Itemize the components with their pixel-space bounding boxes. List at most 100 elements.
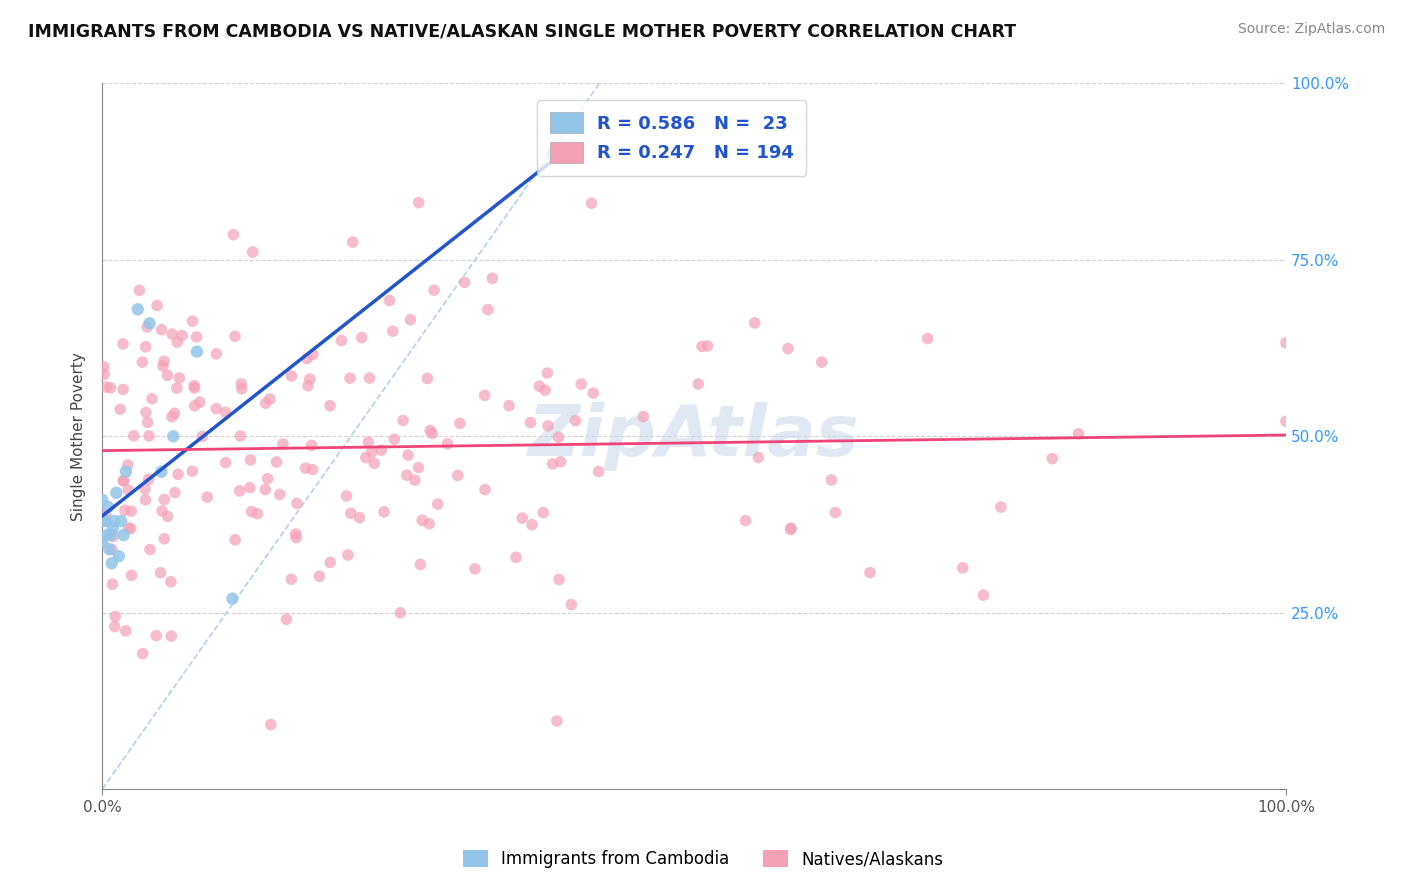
Point: [108, 402, 131, 417]
Point: [100, 528, 122, 542]
Point: [111, 337, 134, 351]
Point: [183, 381, 205, 395]
Point: [138, 472, 160, 486]
Point: [474, 388, 496, 402]
Point: [94, 514, 117, 528]
Point: [115, 465, 138, 479]
Point: [91, 514, 114, 528]
Point: [135, 405, 157, 419]
Point: [256, 472, 278, 486]
Point: [541, 147, 564, 161]
Point: [633, 409, 655, 424]
Point: [97, 500, 120, 514]
Point: [363, 456, 385, 470]
Point: [260, 717, 283, 731]
Point: [107, 549, 129, 564]
Point: [224, 329, 246, 343]
Point: [110, 514, 132, 528]
Point: [990, 500, 1012, 514]
Point: [112, 383, 135, 397]
Point: [359, 371, 381, 385]
Point: [246, 507, 269, 521]
Point: [381, 324, 404, 338]
Point: [205, 347, 228, 361]
Point: [222, 227, 245, 242]
Point: [498, 399, 520, 413]
Point: [917, 332, 939, 346]
Point: [135, 340, 157, 354]
Point: [112, 528, 135, 542]
Point: [569, 377, 592, 392]
Point: [411, 513, 433, 527]
Point: [423, 283, 446, 297]
Point: [91, 535, 114, 549]
Point: [162, 429, 184, 443]
Point: [537, 418, 560, 433]
Point: [242, 244, 264, 259]
Point: [96, 528, 118, 542]
Point: [150, 504, 173, 518]
Point: [122, 429, 145, 443]
Point: [117, 458, 139, 472]
Point: [688, 376, 710, 391]
Point: [339, 371, 361, 385]
Point: [464, 562, 486, 576]
Point: [453, 276, 475, 290]
Point: [384, 432, 406, 446]
Point: [141, 392, 163, 406]
Point: [547, 430, 569, 444]
Point: [779, 521, 801, 535]
Point: [118, 521, 141, 535]
Point: [103, 514, 125, 528]
Point: [167, 467, 190, 482]
Point: [546, 714, 568, 728]
Point: [228, 483, 250, 498]
Point: [188, 395, 211, 409]
Point: [153, 492, 176, 507]
Point: [181, 314, 204, 328]
Point: [186, 330, 208, 344]
Point: [408, 460, 430, 475]
Point: [145, 629, 167, 643]
Point: [166, 335, 188, 350]
Point: [103, 529, 125, 543]
Point: [285, 496, 308, 510]
Point: [696, 339, 718, 353]
Point: [139, 542, 162, 557]
Point: [259, 392, 281, 406]
Point: [582, 386, 605, 401]
Point: [254, 396, 277, 410]
Point: [319, 399, 342, 413]
Point: [820, 473, 842, 487]
Point: [114, 624, 136, 638]
Point: [436, 436, 458, 450]
Point: [160, 409, 183, 424]
Point: [186, 344, 208, 359]
Point: [747, 450, 769, 465]
Point: [163, 485, 186, 500]
Point: [146, 299, 169, 313]
Point: [120, 504, 142, 518]
Point: [824, 506, 846, 520]
Point: [231, 382, 253, 396]
Point: [419, 424, 441, 438]
Point: [426, 497, 449, 511]
Point: [149, 566, 172, 580]
Text: Source: ZipAtlas.com: Source: ZipAtlas.com: [1237, 22, 1385, 37]
Point: [205, 401, 228, 416]
Point: [481, 271, 503, 285]
Point: [101, 542, 124, 557]
Point: [531, 506, 554, 520]
Point: [392, 413, 415, 427]
Point: [170, 328, 193, 343]
Point: [266, 455, 288, 469]
Point: [183, 399, 205, 413]
Point: [1040, 451, 1063, 466]
Point: [229, 429, 252, 443]
Point: [101, 577, 124, 591]
Point: [240, 505, 263, 519]
Point: [519, 416, 541, 430]
Point: [156, 368, 179, 383]
Legend: Immigrants from Cambodia, Natives/Alaskans: Immigrants from Cambodia, Natives/Alaska…: [456, 843, 950, 875]
Point: [160, 629, 183, 643]
